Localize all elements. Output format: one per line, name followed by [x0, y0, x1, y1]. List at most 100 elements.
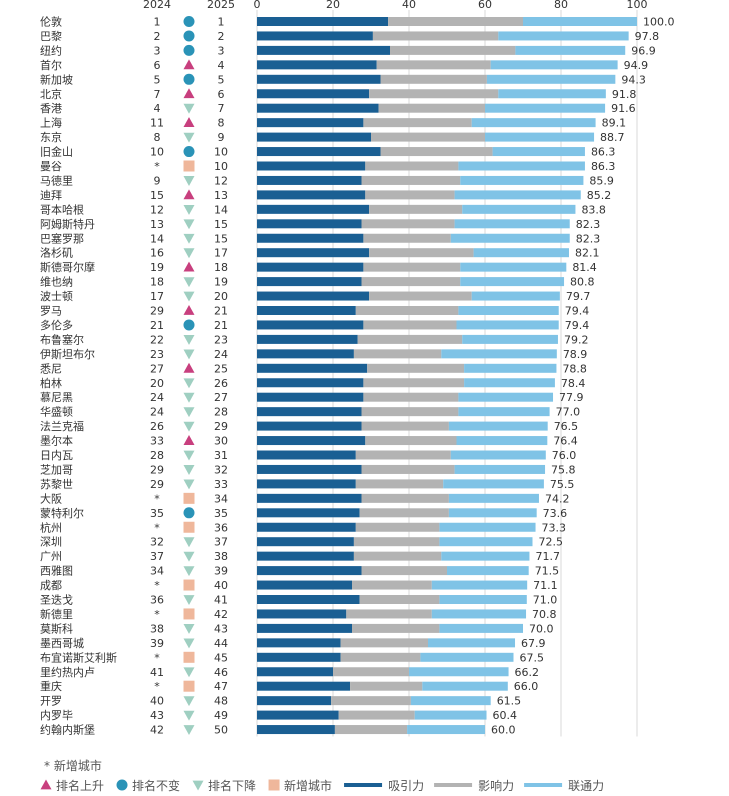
bar-segment-connect: [464, 378, 555, 388]
bar-segment-influence: [353, 349, 442, 359]
rank-2024: 34: [150, 565, 164, 578]
rank-2025: 21: [214, 305, 228, 318]
total-label: 91.6: [611, 102, 636, 115]
bar-segment-attract: [257, 493, 362, 503]
total-label: 67.5: [520, 651, 545, 664]
bar-segment-attract: [257, 436, 366, 446]
year-header-2024: 2024: [143, 0, 171, 11]
bar-segment-connect: [523, 17, 637, 26]
rank-2025: 9: [218, 131, 225, 144]
bar-segment-attract: [257, 638, 341, 648]
bar-segment-attract: [257, 681, 351, 691]
bar-segment-influence: [355, 450, 451, 460]
city-name: 布鲁塞尔: [40, 332, 84, 346]
city-name: 曼谷: [40, 160, 62, 173]
rank-2024: 35: [150, 507, 164, 520]
city-name: 成都: [40, 579, 62, 592]
triangle-down-icon: [183, 421, 195, 432]
city-name: 西雅图: [40, 564, 73, 578]
bar-segment-connect: [447, 566, 529, 576]
bar-segment-attract: [257, 320, 364, 330]
city-name: 伦敦: [40, 15, 62, 29]
rank-2024: 7: [154, 88, 161, 101]
total-label: 75.5: [550, 478, 575, 491]
triangle-down-icon: [183, 204, 195, 215]
triangle-down-icon: [183, 407, 195, 418]
bar-segment-connect: [407, 725, 485, 735]
city-name: 杭州: [40, 520, 62, 534]
legend-label-up: 排名上升: [56, 778, 104, 793]
rank-2024: 17: [150, 290, 164, 303]
triangle-down-icon: [183, 176, 195, 186]
triangle-down-icon: [183, 624, 195, 634]
triangle-down-icon: [183, 551, 195, 562]
bar-segment-connect: [458, 407, 550, 417]
bar-segment-influence: [361, 421, 449, 431]
bar-segment-influence: [378, 103, 485, 113]
total-label: 79.4: [565, 319, 590, 332]
rank-2025: 12: [214, 174, 228, 187]
rank-2024: 37: [150, 550, 164, 563]
triangle-down-icon: [183, 595, 195, 605]
total-label: 78.4: [561, 377, 586, 390]
rank-2024: 32: [150, 536, 164, 549]
rank-2024: *: [154, 579, 160, 592]
bar-segment-influence: [361, 493, 449, 503]
rank-2024: 29: [150, 305, 164, 318]
bar-segment-connect: [460, 175, 584, 185]
triangle-down-icon: [183, 725, 195, 736]
rank-2024: 6: [154, 59, 161, 72]
circle-icon: [183, 319, 195, 331]
bar-segment-influence: [340, 652, 421, 662]
x-tick-label: 40: [402, 0, 416, 11]
bar-segment-connect: [414, 710, 487, 720]
bar-segment-connect: [462, 204, 576, 214]
x-tick-label: 0: [254, 0, 261, 11]
bar-segment-connect: [486, 74, 616, 84]
rank-2025: 8: [218, 117, 225, 130]
bar-segment-attract: [257, 89, 370, 99]
bar-segment-connect: [458, 161, 585, 171]
rank-2025: 33: [214, 478, 228, 491]
x-tick-label: 80: [554, 0, 568, 11]
city-name: 日内瓦: [40, 448, 73, 462]
city-name: 悉尼: [40, 362, 62, 375]
bar-segment-attract: [257, 190, 366, 200]
circle-icon: [183, 16, 195, 27]
bar-segment-connect: [431, 580, 528, 590]
bar-segment-attract: [257, 710, 339, 720]
triangle-up-icon: [183, 117, 195, 128]
square-icon: [183, 680, 195, 692]
total-label: 76.4: [553, 435, 578, 448]
total-label: 73.3: [542, 521, 567, 534]
bar-segment-influence: [365, 436, 457, 446]
bar-segment-attract: [257, 407, 362, 417]
bar-segment-influence: [363, 118, 472, 128]
triangle-up-icon: [183, 261, 195, 272]
total-label: 74.2: [545, 492, 570, 505]
bar-segment-connect: [454, 190, 581, 200]
bar-segment-connect: [448, 508, 537, 518]
rank-2025: 6: [218, 88, 225, 101]
bar-segment-attract: [257, 652, 341, 662]
city-name: 广州: [40, 550, 62, 563]
total-label: 60.4: [493, 709, 518, 722]
total-label: 67.9: [521, 637, 546, 650]
square-icon: [183, 160, 195, 172]
bar-segment-influence: [340, 638, 428, 648]
total-label: 91.8: [612, 88, 637, 101]
rank-2024: 20: [150, 377, 164, 390]
bar-segment-connect: [441, 349, 557, 359]
total-label: 75.8: [551, 463, 576, 476]
triangle-down-icon: [183, 638, 195, 649]
bar-segment-influence: [346, 609, 432, 619]
bar-segment-attract: [257, 161, 366, 171]
rank-2025: 13: [214, 189, 228, 202]
year-header-2025: 2025: [207, 0, 235, 11]
rank-2025: 45: [214, 651, 228, 664]
rank-2025: 23: [214, 333, 228, 346]
total-label: 73.6: [543, 507, 568, 520]
triangle-up-icon: [183, 435, 195, 445]
rank-2025: 15: [214, 218, 228, 231]
